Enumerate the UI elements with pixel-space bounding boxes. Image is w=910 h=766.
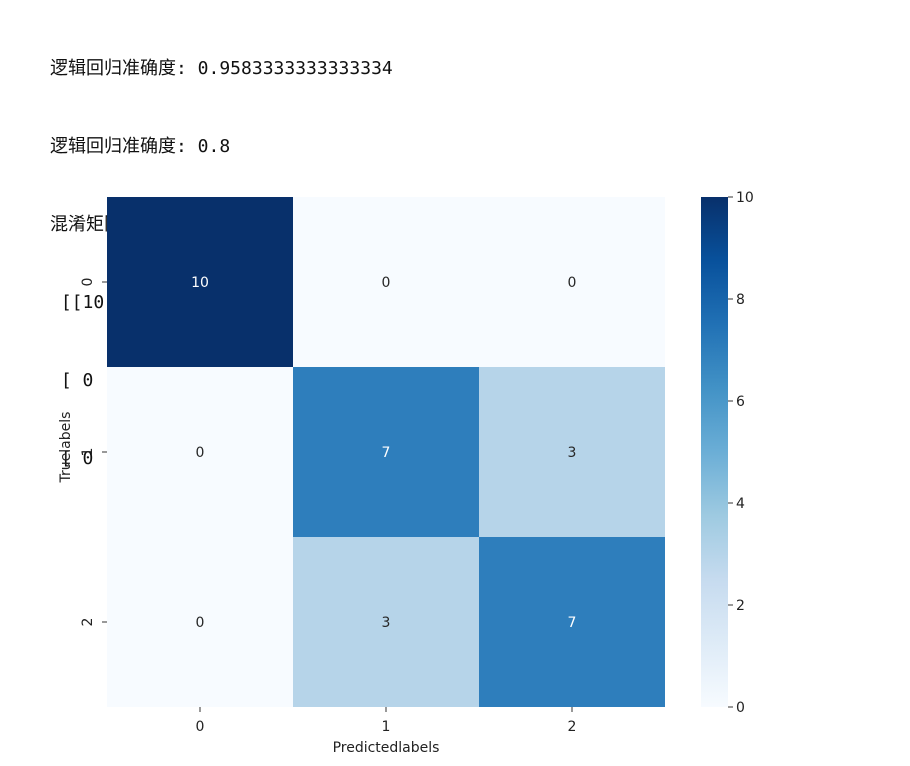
cell-value-label: 0 [196,445,205,461]
heatmap-cell [107,197,293,367]
heatmap-cell-labels: 10 0 0 0 7 3 0 3 7 [191,275,576,631]
heatmap-cell [479,367,665,537]
x-tick-label: 0 [196,719,205,735]
cell-value-label: 3 [382,615,391,631]
cell-value-label: 0 [382,275,391,291]
x-axis-ticks: 0 1 2 [196,707,577,735]
colorbar-tick-label: 6 [736,394,745,410]
y-tick-label: 1 [80,448,96,457]
cell-value-label: 3 [568,445,577,461]
cell-value-label: 10 [191,275,209,291]
colorbar-tick-label: 10 [736,190,754,206]
heatmap-cell [107,367,293,537]
x-axis-label: Predictedlabels [333,740,440,756]
y-tick-label: 0 [80,278,96,287]
y-axis-label: Truelabels [58,412,74,484]
y-tick-label: 2 [80,618,96,627]
colorbar-ticks: 0 2 4 6 8 10 [728,190,754,716]
cell-value-label: 0 [568,275,577,291]
cell-value-label: 7 [382,445,391,461]
colorbar-tick-label: 2 [736,598,745,614]
heatmap-cell [107,537,293,707]
heatmap-cell [293,367,479,537]
colorbar-tick-label: 0 [736,700,745,716]
x-tick-label: 1 [382,719,391,735]
colorbar-tick-label: 8 [736,292,745,308]
console-line: 逻辑回归准确度: 0.8 [50,136,231,157]
heatmap-cell [479,537,665,707]
cell-value-label: 7 [568,615,577,631]
y-axis-ticks: 0 1 2 [80,278,107,627]
heatmap-cell [293,537,479,707]
heatmap-cell [293,197,479,367]
cell-value-label: 0 [196,615,205,631]
colorbar-tick-label: 4 [736,496,745,512]
x-tick-label: 2 [568,719,577,735]
colorbar [701,197,728,707]
heatmap-cell [479,197,665,367]
console-line: 逻辑回归准确度: 0.9583333333333334 [50,58,393,79]
heatmap-cells [107,197,665,707]
